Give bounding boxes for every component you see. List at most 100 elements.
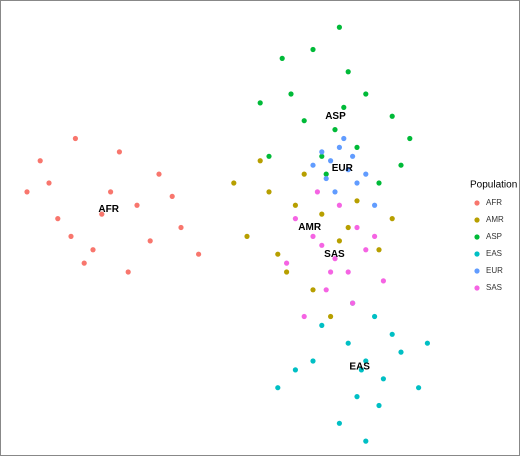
point <box>345 224 351 231</box>
legend-label: EUR <box>486 266 503 275</box>
point <box>416 385 422 391</box>
point <box>72 135 78 142</box>
point <box>336 202 342 208</box>
point <box>376 402 382 409</box>
point <box>266 189 272 195</box>
point <box>319 242 325 248</box>
point <box>90 247 96 253</box>
point <box>310 233 316 239</box>
point <box>169 193 175 199</box>
point <box>134 202 140 208</box>
point <box>363 91 369 97</box>
point <box>288 91 294 97</box>
point <box>196 251 202 257</box>
point <box>336 238 342 244</box>
point <box>363 171 369 177</box>
point <box>376 247 382 253</box>
point <box>332 189 338 195</box>
cluster-label: AMR <box>298 222 322 233</box>
point <box>341 135 347 142</box>
point <box>301 313 307 320</box>
point <box>257 158 263 164</box>
point <box>314 189 320 195</box>
point <box>147 238 153 244</box>
point <box>345 167 351 173</box>
point <box>328 269 334 275</box>
point <box>354 198 360 204</box>
point <box>407 135 413 142</box>
point <box>336 420 342 426</box>
point <box>266 153 272 159</box>
legend-swatch <box>474 217 480 223</box>
point <box>363 247 369 253</box>
point <box>354 180 360 186</box>
point <box>358 367 364 373</box>
legend-swatch <box>474 234 480 240</box>
point <box>323 171 329 177</box>
point <box>310 162 316 168</box>
point <box>332 256 338 262</box>
point <box>389 216 395 222</box>
point <box>37 158 43 164</box>
point <box>46 180 52 186</box>
point <box>372 313 378 320</box>
point <box>323 287 329 293</box>
legend-swatch <box>474 200 480 206</box>
point <box>389 113 395 119</box>
legend-swatch <box>474 285 480 291</box>
point <box>354 144 360 150</box>
point <box>319 149 325 155</box>
point <box>350 300 356 306</box>
legend-swatch <box>474 268 480 274</box>
point <box>125 269 131 275</box>
point <box>284 269 290 275</box>
point <box>310 287 316 293</box>
point <box>345 340 351 346</box>
point <box>354 394 360 400</box>
legend-label: SAS <box>486 283 502 292</box>
point <box>354 224 360 231</box>
point <box>380 376 386 382</box>
legend-label: AMR <box>486 215 504 224</box>
point <box>244 233 250 239</box>
legend-title: Population <box>470 180 517 191</box>
point <box>345 269 351 275</box>
point <box>398 162 404 168</box>
point <box>319 153 325 159</box>
point <box>81 260 87 266</box>
point <box>319 211 325 217</box>
point <box>275 385 281 391</box>
cluster-label: EAS <box>349 361 370 372</box>
point <box>231 180 237 186</box>
point <box>376 180 382 186</box>
point <box>116 149 122 155</box>
point <box>68 233 74 239</box>
cluster-label: ASP <box>325 111 346 122</box>
point <box>257 100 263 106</box>
point <box>279 55 285 62</box>
point <box>380 278 386 284</box>
cluster-label: AFR <box>98 204 119 215</box>
point <box>24 189 30 195</box>
point <box>341 104 347 110</box>
point <box>336 24 342 30</box>
legend-label: EAS <box>486 249 502 258</box>
point <box>389 331 395 337</box>
point <box>301 118 307 124</box>
point <box>292 367 298 373</box>
point <box>328 313 334 320</box>
point <box>284 260 290 266</box>
point <box>323 175 329 182</box>
point <box>310 46 316 53</box>
point <box>372 202 378 208</box>
point <box>99 211 105 217</box>
point <box>424 340 430 346</box>
point <box>310 358 316 364</box>
point <box>363 438 369 444</box>
point <box>55 216 61 222</box>
point <box>363 358 369 364</box>
point <box>345 69 351 75</box>
legend-swatch <box>474 251 480 257</box>
